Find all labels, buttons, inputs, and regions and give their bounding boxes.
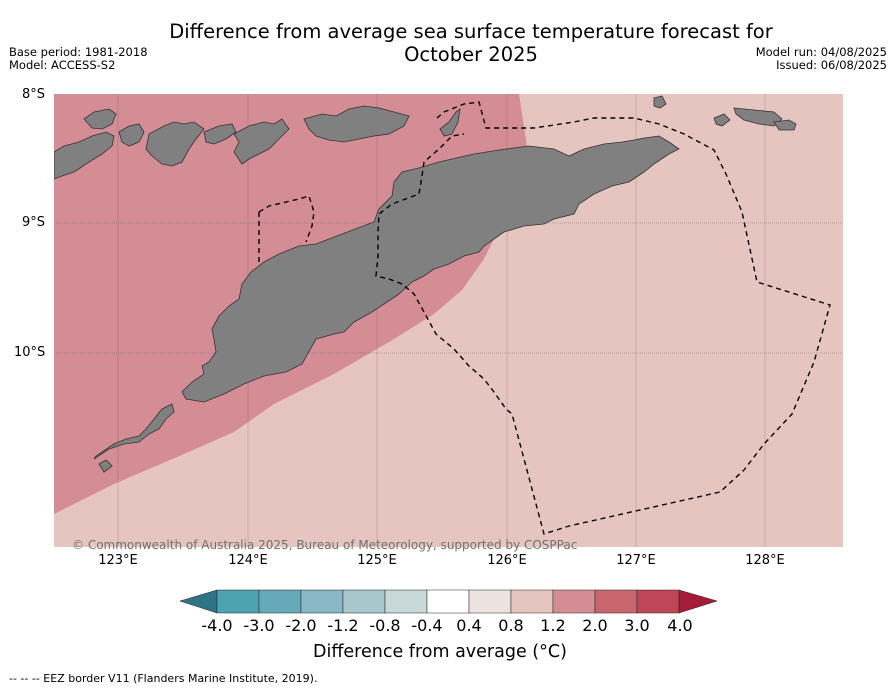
cb-tick: 3.0 xyxy=(624,616,650,635)
pantar-island xyxy=(203,123,237,145)
colorbar-segment xyxy=(300,589,344,614)
lomblen-island xyxy=(145,121,205,167)
colorbar-segment xyxy=(552,589,596,614)
damar-island xyxy=(653,95,667,109)
lon-label-125e: 125°E xyxy=(357,553,397,568)
model-name: Model: ACCESS-S2 xyxy=(9,58,116,72)
cb-tick: 4.0 xyxy=(667,616,693,635)
map-title: Difference from average sea surface temp… xyxy=(0,20,896,66)
cb-tick: -1.2 xyxy=(327,616,359,635)
lon-label-124e: 124°E xyxy=(228,553,268,568)
babar-island xyxy=(733,107,783,127)
colorbar-upper-extend xyxy=(678,589,718,614)
solor-island xyxy=(83,108,117,130)
lat-label-10s: 10°S xyxy=(14,345,46,360)
atauro-island xyxy=(439,108,461,137)
lon-label-128e: 128°E xyxy=(745,553,785,568)
cb-tick: -4.0 xyxy=(201,616,233,635)
colorbar-segment xyxy=(216,589,260,614)
lat-label-8s: 8°S xyxy=(22,87,46,102)
cb-tick: -2.0 xyxy=(285,616,317,635)
copyright-notice: © Commonwealth of Australia 2025, Bureau… xyxy=(72,538,578,552)
sawu-extra xyxy=(98,459,113,473)
colorbar-segment xyxy=(468,589,512,614)
colorbar-segment xyxy=(594,589,638,614)
colorbar-segment xyxy=(636,589,680,614)
colorbar xyxy=(179,589,718,614)
colorbar-title: Difference from average (°C) xyxy=(313,642,567,662)
cb-tick: 0.8 xyxy=(498,616,524,635)
meta-right: Model run: 04/08/2025 Issued: 06/08/2025 xyxy=(756,46,887,72)
eez-oecusse xyxy=(258,195,315,243)
base-period: Base period: 1981-2018 xyxy=(9,45,148,59)
lat-label-9s: 9°S xyxy=(22,215,46,230)
colorbar-segment xyxy=(342,589,386,614)
title-line-1: Difference from average sea surface temp… xyxy=(169,20,773,43)
eez-legend-note: -- -- -- EEZ border V11 (Flanders Marine… xyxy=(9,672,318,685)
lon-label-123e: 123°E xyxy=(98,553,138,568)
map-area xyxy=(54,94,843,547)
eez-outer xyxy=(375,101,831,535)
adonara-island xyxy=(118,123,145,147)
colorbar-segment xyxy=(384,589,428,614)
issued-date: Issued: 06/08/2025 xyxy=(776,58,887,72)
timor-island xyxy=(181,135,680,403)
romang-island xyxy=(713,113,731,127)
cb-tick: -0.4 xyxy=(411,616,443,635)
cb-tick: 0.4 xyxy=(456,616,482,635)
cb-tick: -0.8 xyxy=(369,616,401,635)
alor-island xyxy=(233,118,290,165)
sawu-island xyxy=(93,403,175,460)
meta-left: Base period: 1981-2018 Model: ACCESS-S2 xyxy=(9,46,148,72)
eez-border xyxy=(258,101,831,535)
colorbar-segment xyxy=(258,589,302,614)
colorbar-segment xyxy=(510,589,554,614)
lon-label-127e: 127°E xyxy=(616,553,656,568)
model-run: Model run: 04/08/2025 xyxy=(755,45,887,59)
title-line-2: October 2025 xyxy=(404,43,538,66)
colorbar-lower-extend xyxy=(179,589,218,614)
colorbar-segment xyxy=(426,589,470,614)
flores-island xyxy=(54,131,115,180)
land-masses xyxy=(54,95,797,473)
colorbar-segments xyxy=(216,589,680,614)
tanimbar-island xyxy=(773,119,797,131)
wetar-island xyxy=(303,105,410,143)
lon-label-126e: 126°E xyxy=(487,553,527,568)
cb-tick: -3.0 xyxy=(243,616,275,635)
cb-tick: 1.2 xyxy=(540,616,566,635)
cb-tick: 2.0 xyxy=(582,616,608,635)
